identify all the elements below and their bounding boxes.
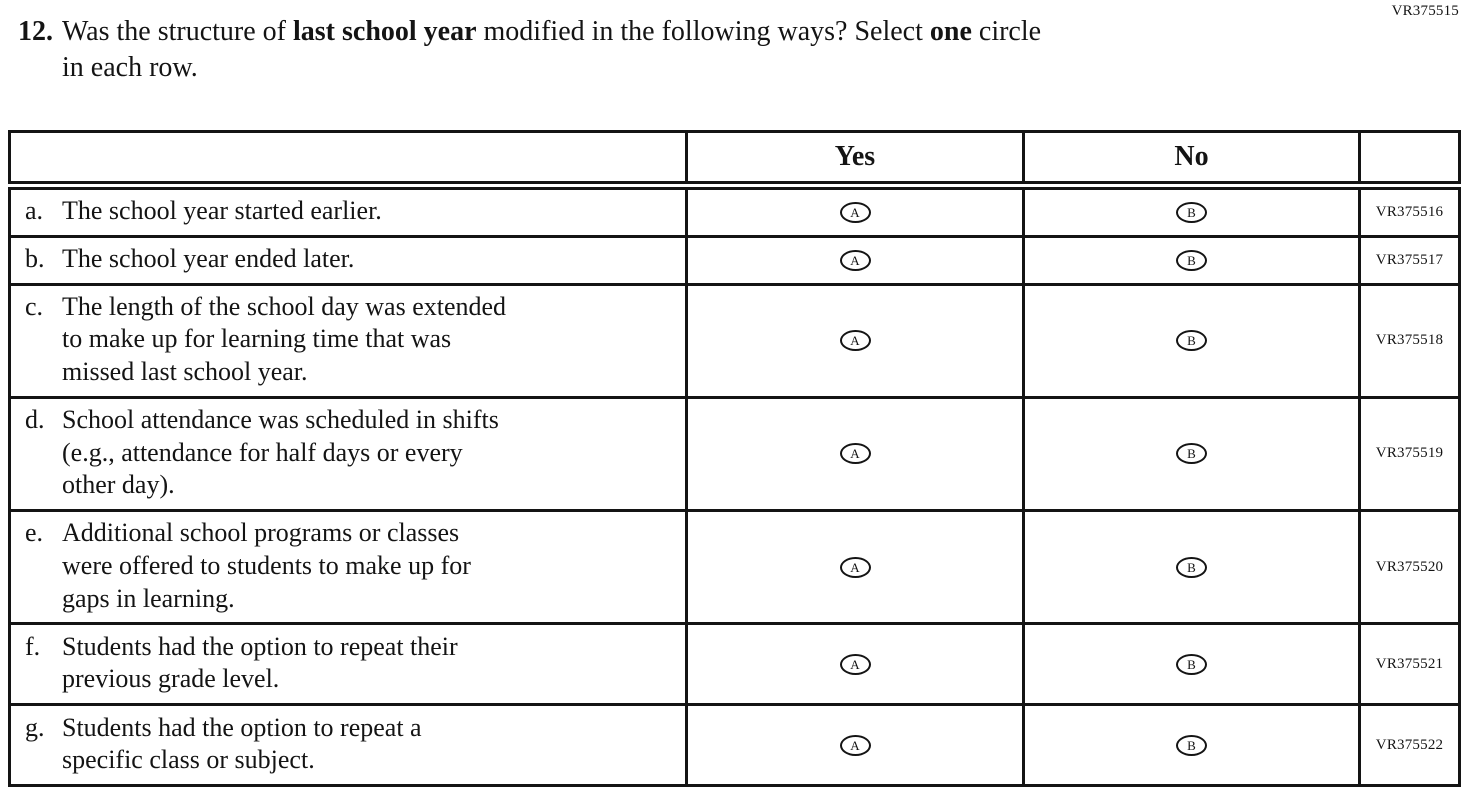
- yes-cell: A: [685, 282, 1025, 399]
- row-stem: c. The length of the school day was exten…: [8, 282, 688, 399]
- no-cell: B: [1022, 395, 1361, 513]
- question-seg-bold: last school year: [293, 16, 477, 47]
- table-row-f: f. Students had the option to repeat thei…: [8, 622, 1461, 707]
- yes-cell: A: [685, 234, 1025, 286]
- table-row-c: c. The length of the school day was exten…: [8, 282, 1461, 399]
- question-seg-bold: one: [929, 16, 972, 47]
- option-bubble-yes[interactable]: A: [839, 734, 871, 756]
- no-cell: B: [1022, 622, 1361, 707]
- question-number: 12.: [18, 16, 53, 47]
- question-seg: modified in the following ways? Select: [476, 16, 930, 47]
- header-stem: [8, 130, 688, 190]
- row-text: Additional school programs or classes we…: [62, 518, 471, 613]
- table-row-d: d. School attendance was scheduled in shi…: [8, 395, 1461, 513]
- row-letter: f.: [25, 631, 41, 661]
- table-row-e: e. Additional school programs or classes …: [8, 508, 1461, 626]
- row-code: VR375521: [1358, 622, 1461, 707]
- question-block: 12. Was the structure of last school yea…: [18, 14, 1041, 86]
- yes-cell: A: [685, 703, 1025, 788]
- yes-cell: A: [685, 508, 1025, 626]
- row-text: Students had the option to repeat a spec…: [62, 712, 422, 775]
- option-bubble-yes[interactable]: A: [839, 556, 871, 578]
- row-letter: a.: [25, 196, 44, 225]
- row-stem: e. Additional school programs or classes …: [8, 508, 688, 626]
- option-bubble-yes[interactable]: A: [839, 330, 871, 352]
- row-code: VR375519: [1358, 395, 1461, 513]
- yes-cell: A: [685, 184, 1025, 238]
- option-bubble-no[interactable]: B: [1176, 330, 1207, 352]
- row-letter: g.: [25, 712, 45, 742]
- table-row-b: b. The school year ended later. A B VR375…: [8, 234, 1461, 286]
- header-no: No: [1022, 130, 1361, 190]
- header-code: [1358, 130, 1461, 190]
- row-letter: e.: [25, 518, 44, 547]
- table-row-g: g. Students had the option to repeat a sp…: [8, 703, 1461, 788]
- question-text: Was the structure of last school year mo…: [62, 14, 1041, 86]
- row-stem: b. The school year ended later.: [8, 234, 688, 286]
- question-seg: Was the structure of: [62, 16, 293, 47]
- row-code: VR375522: [1358, 703, 1461, 788]
- no-cell: B: [1022, 282, 1361, 399]
- row-letter: b.: [25, 243, 45, 273]
- no-cell: B: [1022, 184, 1361, 238]
- row-letter: d.: [25, 404, 45, 434]
- option-bubble-no[interactable]: B: [1176, 734, 1207, 756]
- response-table: Yes No a. The school year started earlier…: [8, 130, 1461, 788]
- row-text: Students had the option to repeat their …: [62, 631, 458, 694]
- question-line2: in each row.: [62, 51, 198, 83]
- option-bubble-no[interactable]: B: [1176, 201, 1207, 223]
- yes-cell: A: [685, 622, 1025, 707]
- row-text: The length of the school day was extende…: [62, 291, 507, 387]
- row-code: VR375516: [1358, 184, 1461, 238]
- option-bubble-yes[interactable]: A: [839, 201, 871, 223]
- no-cell: B: [1022, 234, 1361, 286]
- question-seg: circle: [971, 16, 1042, 47]
- row-stem: g. Students had the option to repeat a sp…: [8, 703, 688, 788]
- row-code: VR375520: [1358, 508, 1461, 626]
- row-code: VR375517: [1358, 234, 1461, 286]
- option-bubble-no[interactable]: B: [1176, 653, 1207, 675]
- row-stem: d. School attendance was scheduled in shi…: [8, 395, 688, 513]
- form-code: VR375515: [1391, 3, 1459, 19]
- row-stem: a. The school year started earlier.: [8, 184, 688, 238]
- no-cell: B: [1022, 508, 1361, 626]
- option-bubble-no[interactable]: B: [1176, 443, 1207, 465]
- option-bubble-yes[interactable]: A: [839, 249, 871, 271]
- row-letter: c.: [25, 291, 44, 321]
- row-text: School attendance was scheduled in shift…: [62, 404, 499, 500]
- no-cell: B: [1022, 703, 1361, 788]
- row-code: VR375518: [1358, 282, 1461, 399]
- header-yes: Yes: [685, 130, 1025, 190]
- table-header-row: Yes No: [8, 130, 1461, 190]
- table-row-a: a. The school year started earlier. A B V…: [8, 184, 1461, 238]
- option-bubble-yes[interactable]: A: [839, 653, 871, 675]
- option-bubble-no[interactable]: B: [1176, 556, 1207, 578]
- option-bubble-no[interactable]: B: [1176, 249, 1207, 271]
- row-text: The school year ended later.: [62, 243, 355, 273]
- row-stem: f. Students had the option to repeat thei…: [8, 622, 688, 707]
- row-text: The school year started earlier.: [62, 196, 382, 225]
- yes-cell: A: [685, 395, 1025, 513]
- option-bubble-yes[interactable]: A: [839, 443, 871, 465]
